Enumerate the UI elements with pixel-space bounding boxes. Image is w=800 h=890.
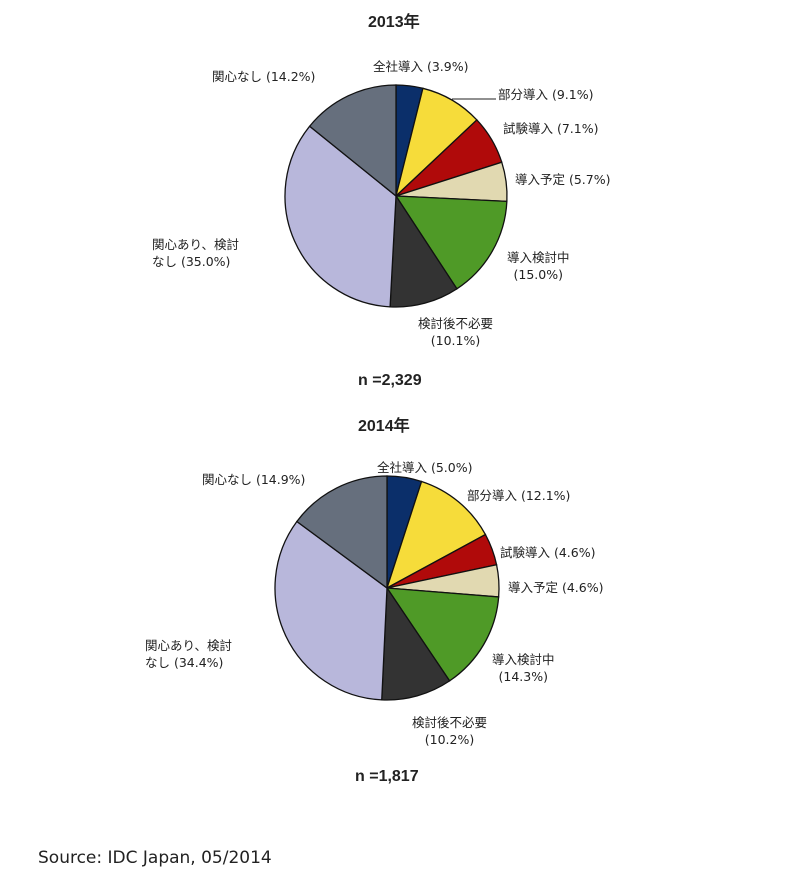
label-line2: (14.3%)	[498, 669, 548, 684]
label-shiken-2013: 試験導入 (7.1%)	[503, 121, 599, 136]
pie-2014	[274, 475, 500, 701]
chart-title-2014: 2014年	[358, 418, 410, 435]
label-line1: 導入検討中	[492, 652, 555, 667]
pie-slice	[381, 586, 451, 701]
label-kanshin-nashi-2013: 関心なし (14.2%)	[212, 69, 316, 84]
label-line1: 導入検討中	[507, 250, 570, 265]
chart-title-2013: 2013年	[368, 14, 420, 31]
pie-slice	[295, 475, 388, 590]
pie-2013	[284, 84, 508, 308]
label-yotei-2013: 導入予定 (5.7%)	[515, 172, 611, 187]
pie-slice	[308, 84, 397, 198]
label-shiken-2014: 試験導入 (4.6%)	[500, 545, 596, 560]
label-line2: (10.2%)	[424, 732, 475, 747]
pie-slice	[389, 193, 458, 308]
pie-slice	[385, 480, 487, 590]
label-bubun-2013: 部分導入 (9.1%)	[498, 87, 594, 102]
label-bubun-2014: 部分導入 (12.1%)	[467, 488, 571, 503]
label-kentouchu-2013: 導入検討中 (15.0%)	[507, 249, 570, 283]
label-fuhitsuyou-2013: 検討後不必要 (10.1%)	[418, 315, 493, 349]
pie-slice	[274, 520, 388, 701]
n-label-2014: n =1,817	[355, 768, 419, 785]
pie-slice	[284, 125, 397, 308]
label-fuhitsuyou-2014: 検討後不必要 (10.2%)	[412, 714, 487, 748]
label-line1: 検討後不必要	[412, 715, 488, 730]
n-label-2013: n =2,329	[358, 372, 422, 389]
label-line2: なし (34.4%)	[145, 655, 224, 670]
label-line2: (10.1%)	[430, 333, 481, 348]
label-zensha-2014: 全社導入 (5.0%)	[377, 460, 473, 475]
label-kanshin-nashi-2014: 関心なし (14.9%)	[202, 472, 306, 487]
source-note: Source: IDC Japan, 05/2014	[38, 848, 272, 868]
label-kanshin-ari-2013: 関心あり、検討 なし (35.0%)	[152, 236, 239, 270]
label-kentouchu-2014: 導入検討中 (14.3%)	[492, 651, 555, 685]
label-kanshin-ari-2014: 関心あり、検討 なし (34.4%)	[145, 637, 232, 671]
label-line1: 関心あり、検討	[152, 237, 240, 252]
pie-slice	[394, 195, 508, 290]
label-line1: 関心あり、検討	[145, 638, 233, 653]
label-line2: (15.0%)	[513, 267, 563, 282]
label-line2: なし (35.0%)	[152, 254, 231, 269]
label-zensha-2013: 全社導入 (3.9%)	[373, 59, 469, 74]
pie-slice	[385, 587, 500, 682]
label-yotei-2014: 導入予定 (4.6%)	[508, 580, 604, 595]
label-line1: 検討後不必要	[418, 316, 494, 331]
